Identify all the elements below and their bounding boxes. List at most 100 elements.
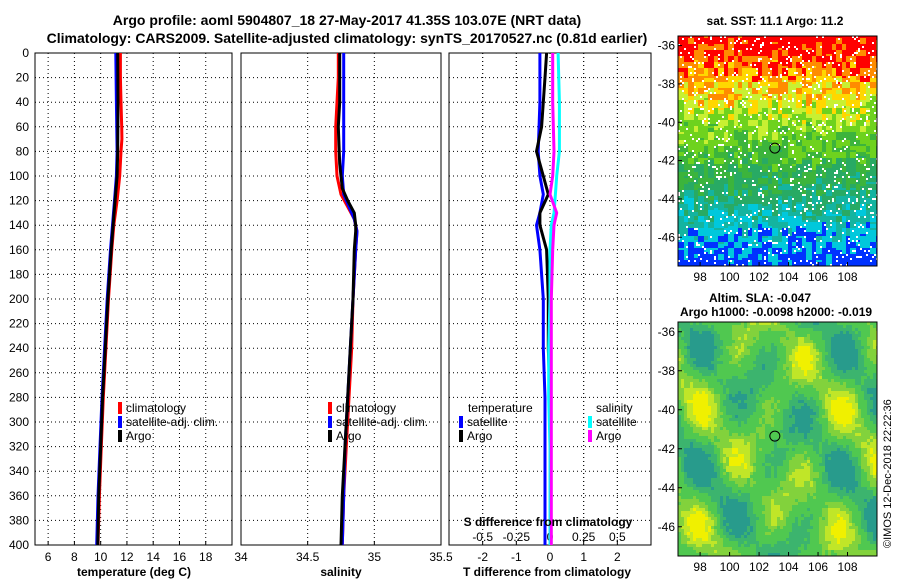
map-cell [768, 114, 770, 116]
map-cell [752, 54, 754, 56]
map-cell [730, 66, 732, 68]
map-cell [748, 74, 750, 76]
map-cell [724, 122, 726, 124]
map-cell [810, 124, 812, 126]
map-cell [780, 124, 782, 126]
map-cell [692, 88, 694, 90]
map-cell [724, 130, 726, 132]
map-cell [808, 44, 810, 46]
map-cell [762, 46, 764, 48]
map-cell [780, 62, 782, 64]
map-cell [778, 128, 780, 130]
map-cell [726, 106, 728, 108]
map-cell [866, 78, 868, 80]
map-cell [790, 40, 792, 42]
map-cell [870, 38, 872, 40]
map-cell [800, 70, 802, 72]
map-cell [680, 64, 682, 66]
map-cell [732, 108, 734, 110]
map-cell [846, 98, 848, 100]
map-cell [718, 88, 720, 90]
map-cell [874, 94, 876, 96]
map-cell [682, 58, 684, 60]
map-cell [754, 116, 756, 118]
map-cell [784, 130, 786, 132]
map-cell [872, 94, 874, 96]
map-cell [764, 96, 766, 98]
map-cell [680, 102, 682, 104]
map-cell [694, 74, 696, 76]
map-cell [736, 80, 738, 82]
map-cell [782, 132, 784, 134]
map-cell [680, 128, 682, 130]
map-cell [730, 86, 732, 88]
map-cell [712, 74, 714, 76]
map-cell [840, 66, 842, 68]
map-cell [782, 118, 784, 120]
map-cell [770, 90, 772, 92]
map-cell [840, 118, 842, 120]
map-cell [758, 42, 760, 44]
map-cell [792, 58, 794, 60]
map-cell [724, 38, 726, 40]
map-cell [696, 84, 698, 86]
map-cell [824, 116, 826, 118]
map-cell [824, 80, 826, 82]
map-cell [870, 76, 872, 78]
map-cell [786, 80, 788, 82]
map-cell [758, 46, 760, 48]
map-cell [822, 36, 824, 38]
map-cell [826, 112, 828, 114]
map-cell [790, 66, 792, 68]
map-cell [790, 112, 792, 114]
map-cell [858, 104, 860, 106]
map-cell [838, 88, 840, 90]
map-cell [720, 60, 722, 62]
map-cell [828, 98, 830, 100]
map-cell [722, 50, 724, 52]
map-cell [828, 80, 830, 82]
map-cell [706, 80, 708, 82]
map-cell [710, 50, 712, 52]
map-cell [798, 56, 800, 58]
map-cell [788, 62, 790, 64]
map-cell [832, 110, 834, 112]
map-cell [690, 72, 692, 74]
map-cell [770, 64, 772, 66]
map-cell [772, 60, 774, 62]
map-cell [760, 68, 762, 70]
map-cell [700, 70, 702, 72]
map-cell [776, 64, 778, 66]
map-cell [694, 122, 696, 124]
map-cell [848, 106, 850, 108]
map-cell [706, 46, 708, 48]
map-cell [814, 130, 816, 132]
map-cell [742, 102, 744, 104]
map-cell [766, 40, 768, 42]
map-cell [808, 128, 810, 130]
map-cell [776, 74, 778, 76]
map-cell [870, 56, 872, 58]
map-cell [780, 82, 782, 84]
map-cell [788, 100, 790, 102]
map-cell [790, 114, 792, 116]
map-cell [786, 66, 788, 68]
map-cell [822, 86, 824, 88]
map-cell [766, 96, 768, 98]
map-cell [868, 36, 870, 38]
map-cell [834, 60, 836, 62]
map-cell [686, 60, 688, 62]
map-cell [778, 132, 780, 134]
map-cell [798, 72, 800, 74]
map-cell [716, 68, 718, 70]
map-cell [780, 112, 782, 114]
map-cell [716, 120, 718, 122]
map-cell [726, 58, 728, 60]
map-cell [718, 134, 720, 136]
map-cell [786, 126, 788, 128]
map-cell [808, 110, 810, 112]
map-cell [808, 112, 810, 114]
map-cell [780, 36, 782, 38]
map-cell [686, 102, 688, 104]
map-cell [704, 70, 706, 72]
